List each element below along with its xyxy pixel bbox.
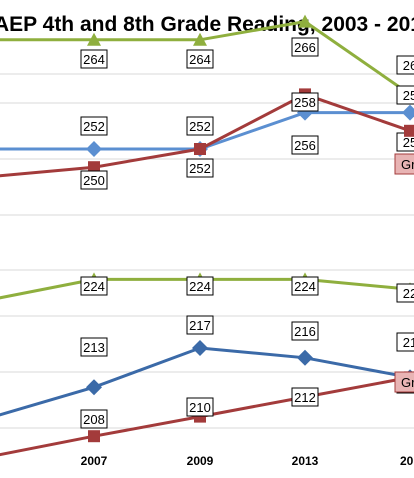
data-label-box <box>291 321 319 341</box>
legend-box <box>394 153 414 175</box>
data-label-text: 256 <box>294 138 316 153</box>
triangle-marker <box>87 32 101 46</box>
triangle-marker <box>193 32 207 46</box>
data-label-text: 264 <box>189 52 211 67</box>
data-label-box <box>396 85 414 105</box>
x-tick-label: 2009 <box>187 454 214 468</box>
data-label: 217 <box>186 315 214 335</box>
data-label: 213 <box>80 337 108 357</box>
data-label-box <box>80 116 108 136</box>
data-label-box <box>291 92 319 112</box>
legend-text: Gr <box>401 157 414 172</box>
data-label-text: 250 <box>83 173 105 188</box>
data-label-text: 25 <box>403 88 414 103</box>
diamond-marker <box>86 379 102 396</box>
x-tick-label: 2007 <box>81 454 108 468</box>
legend-box <box>394 371 414 393</box>
data-label-text: 252 <box>189 119 211 134</box>
data-label: 252 <box>186 158 214 178</box>
diamond-marker <box>297 349 313 366</box>
data-label-box <box>396 283 414 303</box>
legend-entry: Gr <box>394 371 414 393</box>
data-label-box <box>291 387 319 407</box>
data-label-box <box>291 37 319 57</box>
plot-area: 264 264 266 26 252 252 256 25 250 252 258 25 Gr 224 22… <box>0 14 414 468</box>
data-label: 224 <box>80 276 108 296</box>
data-label: 256 <box>291 135 319 155</box>
data-label-text: 224 <box>83 279 105 294</box>
data-label: 26 <box>396 55 414 75</box>
data-label: 264 <box>80 49 108 69</box>
data-label-text: 264 <box>83 52 105 67</box>
data-label-text: 26 <box>403 58 414 73</box>
data-label-box <box>186 315 214 335</box>
data-label: 224 <box>291 276 319 296</box>
data-label-text: 208 <box>83 412 105 427</box>
data-label-text: 22 <box>403 286 414 301</box>
data-label-text: 21 <box>403 335 414 350</box>
data-label-box <box>80 49 108 69</box>
data-label-box <box>186 49 214 69</box>
data-label: 25 <box>396 85 414 105</box>
data-label-text: 25 <box>403 135 414 150</box>
data-label-box <box>80 170 108 190</box>
legend-entry: Gr <box>394 153 414 175</box>
data-label: 22 <box>396 283 414 303</box>
data-label: 266 <box>291 37 319 57</box>
data-label: 224 <box>186 276 214 296</box>
data-label-box <box>80 276 108 296</box>
data-label-text: 266 <box>294 40 316 55</box>
data-label: 252 <box>186 116 214 136</box>
data-label-text: 252 <box>83 119 105 134</box>
square-marker <box>404 124 414 137</box>
data-label-box <box>186 397 214 417</box>
data-label: 216 <box>291 321 319 341</box>
data-label-box <box>396 332 414 352</box>
data-label: 258 <box>291 92 319 112</box>
data-label: 21 <box>396 332 414 352</box>
chart-title: AEP 4th and 8th Grade Reading, 2003 - 20… <box>0 13 414 36</box>
data-label: 252 <box>80 116 108 136</box>
data-label-text: 224 <box>189 279 211 294</box>
data-label: 250 <box>80 170 108 190</box>
data-label-text: 213 <box>83 340 105 355</box>
data-label-box <box>80 337 108 357</box>
data-label: 208 <box>80 409 108 429</box>
square-marker <box>194 143 206 155</box>
data-label-text: 258 <box>294 95 316 110</box>
data-label-box <box>186 276 214 296</box>
x-tick-label: 2013 <box>292 454 319 468</box>
data-label: 212 <box>291 387 319 407</box>
data-label-box <box>291 135 319 155</box>
data-label-box <box>186 116 214 136</box>
data-label-text: 224 <box>294 279 316 294</box>
data-label-text: 210 <box>189 400 211 415</box>
diamond-marker <box>192 340 208 356</box>
data-label: 264 <box>186 49 214 69</box>
square-marker <box>88 161 100 174</box>
data-label-text: 212 <box>294 390 316 405</box>
legend-text: Gr <box>401 375 414 390</box>
diamond-marker <box>402 104 414 121</box>
data-label-text: 217 <box>189 318 211 333</box>
data-label: 210 <box>186 397 214 417</box>
data-label-box <box>80 409 108 429</box>
data-label-box <box>396 55 414 75</box>
diamond-marker <box>86 141 102 157</box>
data-label-text: 252 <box>189 161 211 176</box>
data-label-box <box>186 158 214 178</box>
square-marker <box>88 430 100 443</box>
x-tick-label: 201 <box>400 454 414 468</box>
data-label-text: 216 <box>294 324 316 339</box>
triangle-marker <box>298 14 312 28</box>
data-label-box <box>291 276 319 296</box>
